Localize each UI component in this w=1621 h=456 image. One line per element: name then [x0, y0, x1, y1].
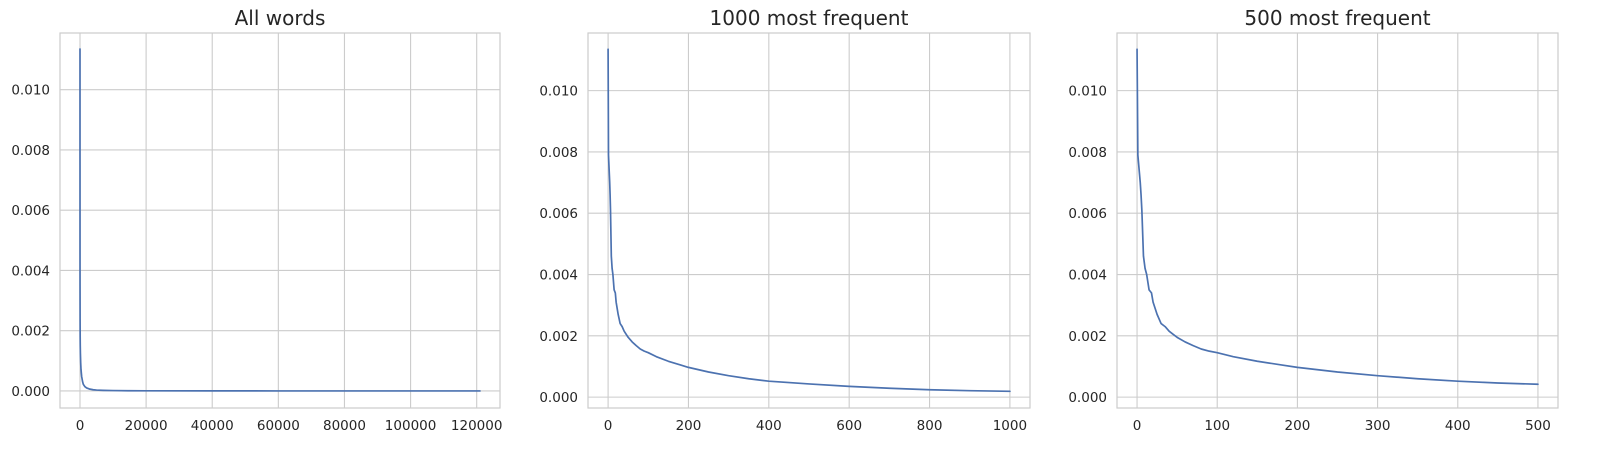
- chart-title: 1000 most frequent: [710, 6, 909, 30]
- subplot-1: 0 20000 40000 60000 80000 100000 120000 0.000 0.…: [11, 6, 502, 434]
- plot-frame: [59, 32, 501, 409]
- y-tick-label: 0.008: [1068, 145, 1107, 161]
- y-tick-label: 0.002: [1068, 329, 1107, 345]
- x-tick-label: 40000: [191, 418, 234, 434]
- y-tick-label: 0.010: [1068, 84, 1107, 100]
- x-tick-label: 100000: [385, 418, 437, 434]
- y-tick-label: 0.004: [539, 268, 578, 284]
- x-tick-label: 400: [1445, 418, 1471, 434]
- y-tick-label: 0.008: [11, 143, 50, 159]
- x-tick-label: 0: [76, 418, 85, 434]
- y-tick-label: 0.004: [1068, 268, 1107, 284]
- y-tick-label: 0.002: [539, 329, 578, 345]
- x-tick-label: 200: [676, 418, 702, 434]
- subplot-3: 0 100 200 300 400 500 0.000 0.002 0.004 0.006 0.00…: [1068, 6, 1559, 434]
- y-tick-label: 0.010: [11, 83, 50, 99]
- y-tick-label: 0.008: [539, 145, 578, 161]
- series-line: [79, 48, 481, 392]
- chart-title: All words: [235, 6, 326, 30]
- y-tick-label: 0.000: [539, 390, 578, 406]
- x-tick-label: 400: [756, 418, 782, 434]
- subplot-2: 0 200 400 600 800 1000 0.000 0.002 0.004 0.006 0.0…: [539, 6, 1031, 434]
- x-tick-label: 60000: [257, 418, 300, 434]
- x-tick-label: 500: [1525, 418, 1551, 434]
- y-tick-label: 0.000: [1068, 390, 1107, 406]
- x-tick-label: 80000: [323, 418, 366, 434]
- y-tick-label: 0.006: [11, 203, 50, 219]
- x-tick-label: 800: [917, 418, 943, 434]
- plot-frame: [587, 32, 1031, 409]
- y-tick-label: 0.006: [539, 206, 578, 222]
- y-tick-label: 0.002: [11, 324, 50, 340]
- x-tick-label: 300: [1365, 418, 1391, 434]
- y-tick-label: 0.004: [11, 263, 50, 279]
- x-tick-label: 1000: [993, 418, 1027, 434]
- x-tick-label: 0: [1133, 418, 1142, 434]
- x-tick-label: 200: [1285, 418, 1311, 434]
- y-tick-label: 0.006: [1068, 206, 1107, 222]
- series-line: [607, 48, 1011, 393]
- x-tick-label: 100: [1204, 418, 1230, 434]
- x-tick-label: 120000: [451, 418, 503, 434]
- plot-frame: [1116, 32, 1559, 409]
- y-tick-label: 0.000: [11, 384, 50, 400]
- x-tick-label: 600: [836, 418, 862, 434]
- chart-title: 500 most frequent: [1244, 6, 1430, 30]
- series-line: [1136, 48, 1539, 386]
- x-tick-label: 0: [604, 418, 613, 434]
- x-tick-label: 20000: [125, 418, 168, 434]
- y-tick-label: 0.010: [539, 84, 578, 100]
